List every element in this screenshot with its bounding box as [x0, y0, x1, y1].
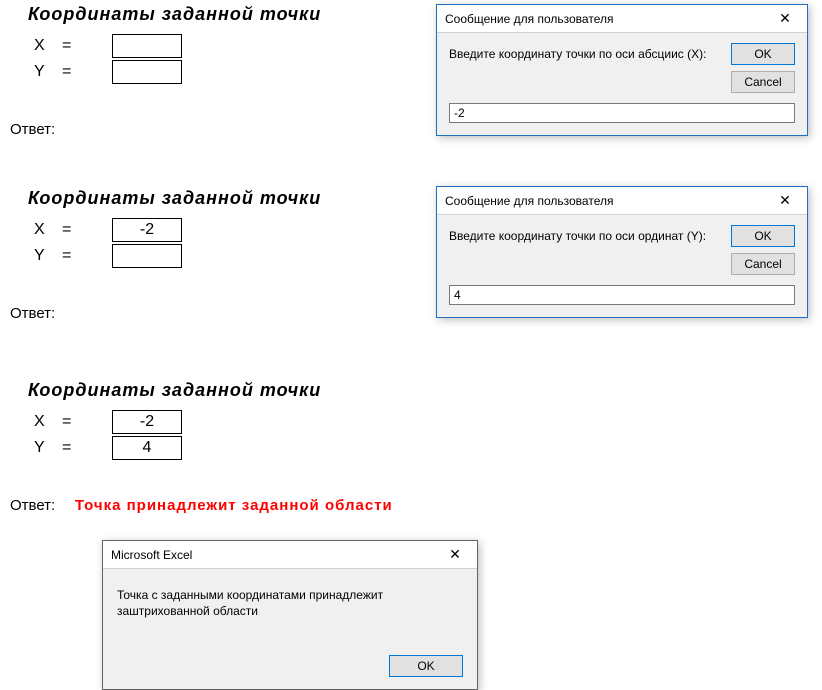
inputbox-y-prompt: Введите координату точки по оси ординат …: [449, 229, 709, 243]
cell-x-step1[interactable]: [112, 34, 182, 58]
row-x-step3: X = -2: [34, 409, 393, 435]
eq-x: =: [62, 221, 112, 239]
inputbox-x-ok-button[interactable]: OK: [731, 43, 795, 65]
inputbox-x-titlebar: Сообщение для пользователя ✕: [437, 5, 807, 33]
heading-step1: Координаты заданной точки: [28, 4, 321, 25]
inputbox-x-field[interactable]: -2: [449, 103, 795, 123]
msgbox-title: Microsoft Excel: [111, 548, 192, 562]
row-y-step3: Y = 4: [34, 435, 393, 461]
eq-x: =: [62, 413, 112, 431]
eq-y: =: [62, 247, 112, 265]
label-y: Y: [34, 247, 62, 265]
cell-x-step3[interactable]: -2: [112, 410, 182, 434]
msgbox-titlebar: Microsoft Excel ✕: [103, 541, 477, 569]
section-step1: Координаты заданной точки X = Y = Ответ:: [28, 4, 321, 138]
msgbox-close-button[interactable]: ✕: [435, 543, 475, 567]
section-step2: Координаты заданной точки X = -2 Y = Отв…: [28, 188, 321, 322]
answer-label-step1: Ответ:: [10, 121, 55, 138]
eq-y: =: [62, 439, 112, 457]
label-y: Y: [34, 63, 62, 81]
label-x: X: [34, 413, 62, 431]
inputbox-x: Сообщение для пользователя ✕ Введите коо…: [436, 4, 808, 136]
inputbox-y-close-button[interactable]: ✕: [765, 189, 805, 213]
heading-step2: Координаты заданной точки: [28, 188, 321, 209]
msgbox-text: Точка с заданными координатами принадлеж…: [117, 587, 463, 619]
label-x: X: [34, 37, 62, 55]
cell-y-step1[interactable]: [112, 60, 182, 84]
label-y: Y: [34, 439, 62, 457]
inputbox-y-ok-button[interactable]: OK: [731, 225, 795, 247]
inputbox-x-title: Сообщение для пользователя: [445, 12, 613, 26]
cell-y-step2[interactable]: [112, 244, 182, 268]
cell-y-step3[interactable]: 4: [112, 436, 182, 460]
close-icon: ✕: [779, 192, 791, 209]
cell-x-step2[interactable]: -2: [112, 218, 182, 242]
msgbox-ok-button[interactable]: OK: [389, 655, 463, 677]
row-x-step2: X = -2: [34, 217, 321, 243]
answer-label-step3: Ответ:: [10, 497, 55, 514]
row-y-step2: Y =: [34, 243, 321, 269]
inputbox-y-cancel-button[interactable]: Cancel: [731, 253, 795, 275]
eq-y: =: [62, 63, 112, 81]
heading-step3: Координаты заданной точки: [28, 380, 393, 401]
msgbox-result: Microsoft Excel ✕ Точка с заданными коор…: [102, 540, 478, 690]
close-icon: ✕: [449, 546, 461, 563]
answer-text-step3: Точка принадлежит заданной области: [75, 497, 393, 514]
eq-x: =: [62, 37, 112, 55]
inputbox-y-titlebar: Сообщение для пользователя ✕: [437, 187, 807, 215]
row-y-step1: Y =: [34, 59, 321, 85]
inputbox-x-prompt: Введите координату точки по оси абсциис …: [449, 47, 709, 61]
answer-label-step2: Ответ:: [10, 305, 55, 322]
label-x: X: [34, 221, 62, 239]
close-icon: ✕: [779, 10, 791, 27]
row-x-step1: X =: [34, 33, 321, 59]
inputbox-x-cancel-button[interactable]: Cancel: [731, 71, 795, 93]
inputbox-x-close-button[interactable]: ✕: [765, 7, 805, 31]
inputbox-y-title: Сообщение для пользователя: [445, 194, 613, 208]
section-step3: Координаты заданной точки X = -2 Y = 4 О…: [28, 380, 393, 514]
inputbox-y-field[interactable]: 4: [449, 285, 795, 305]
inputbox-y: Сообщение для пользователя ✕ Введите коо…: [436, 186, 808, 318]
